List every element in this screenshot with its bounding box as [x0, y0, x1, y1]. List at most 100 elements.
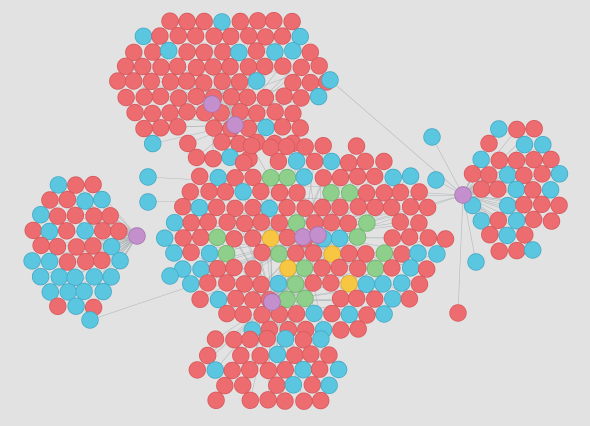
node[interactable]	[322, 213, 341, 232]
node[interactable]	[206, 361, 225, 379]
node[interactable]	[252, 182, 270, 201]
node[interactable]	[256, 57, 274, 76]
node[interactable]	[296, 138, 314, 156]
node[interactable]	[304, 244, 323, 262]
node[interactable]	[126, 103, 144, 122]
node[interactable]	[235, 275, 254, 293]
node[interactable]	[463, 165, 482, 183]
node[interactable]	[181, 275, 200, 293]
node[interactable]	[59, 283, 77, 301]
node[interactable]	[191, 290, 209, 309]
node[interactable]	[291, 119, 309, 137]
node[interactable]	[276, 392, 294, 410]
node[interactable]	[248, 104, 266, 122]
node[interactable]	[358, 214, 376, 232]
node[interactable]	[268, 376, 286, 394]
node[interactable]	[32, 236, 50, 255]
node[interactable]	[301, 43, 320, 62]
node[interactable]	[232, 346, 250, 365]
node[interactable]	[449, 304, 467, 322]
node[interactable]	[472, 212, 491, 230]
node[interactable]	[533, 165, 551, 183]
node[interactable]	[393, 274, 411, 292]
node[interactable]	[313, 259, 331, 277]
node[interactable]	[187, 87, 206, 106]
node[interactable]	[239, 58, 258, 76]
node[interactable]	[195, 12, 213, 31]
node[interactable]	[23, 252, 41, 270]
node[interactable]	[207, 198, 226, 217]
node[interactable]	[498, 226, 516, 245]
node[interactable]	[515, 135, 534, 154]
node[interactable]	[423, 128, 441, 146]
node[interactable]	[168, 57, 187, 76]
node[interactable]	[507, 180, 526, 199]
node[interactable]	[270, 183, 289, 202]
node[interactable]	[247, 42, 266, 60]
node[interactable]	[340, 275, 358, 293]
node[interactable]	[467, 253, 485, 271]
node[interactable]	[247, 72, 266, 90]
node[interactable]	[349, 198, 368, 216]
node[interactable]	[279, 259, 297, 278]
node[interactable]	[358, 306, 376, 324]
node[interactable]	[186, 27, 205, 45]
node[interactable]	[49, 297, 67, 316]
node[interactable]	[169, 89, 188, 107]
node[interactable]	[515, 166, 533, 185]
node[interactable]	[41, 283, 60, 301]
node[interactable]	[295, 392, 313, 410]
node[interactable]	[278, 198, 296, 217]
node[interactable]	[195, 74, 213, 92]
node[interactable]	[294, 361, 312, 379]
node[interactable]	[436, 230, 455, 248]
node[interactable]	[276, 330, 295, 348]
node[interactable]	[76, 192, 94, 210]
node[interactable]	[303, 376, 322, 394]
node[interactable]	[142, 72, 161, 91]
node[interactable]	[427, 171, 445, 189]
node[interactable]	[286, 346, 304, 365]
hub-node[interactable]	[263, 293, 281, 311]
node[interactable]	[275, 87, 293, 105]
node[interactable]	[401, 198, 420, 216]
node[interactable]	[49, 176, 68, 194]
node[interactable]	[178, 72, 196, 90]
node[interactable]	[480, 166, 498, 184]
node[interactable]	[287, 152, 306, 170]
node[interactable]	[375, 152, 393, 171]
node[interactable]	[244, 291, 262, 309]
node[interactable]	[534, 135, 552, 154]
node[interactable]	[374, 275, 392, 293]
node[interactable]	[366, 259, 385, 278]
node[interactable]	[124, 72, 143, 90]
node[interactable]	[191, 228, 210, 247]
node[interactable]	[366, 198, 384, 217]
node[interactable]	[174, 197, 192, 216]
hub-node[interactable]	[294, 228, 312, 246]
node[interactable]	[67, 176, 85, 194]
node[interactable]	[207, 391, 225, 410]
node[interactable]	[292, 89, 310, 107]
node[interactable]	[94, 282, 112, 301]
node[interactable]	[384, 168, 402, 187]
node[interactable]	[143, 104, 162, 123]
node[interactable]	[274, 57, 292, 75]
node[interactable]	[161, 12, 179, 30]
node[interactable]	[550, 196, 568, 215]
node[interactable]	[139, 193, 157, 211]
node[interactable]	[93, 190, 111, 209]
node[interactable]	[270, 214, 289, 232]
node[interactable]	[190, 167, 209, 186]
node[interactable]	[66, 206, 85, 225]
node[interactable]	[135, 119, 153, 138]
node[interactable]	[41, 191, 59, 209]
node[interactable]	[225, 230, 243, 248]
node[interactable]	[276, 361, 295, 379]
node[interactable]	[291, 27, 309, 46]
node[interactable]	[199, 274, 217, 292]
node[interactable]	[375, 244, 394, 262]
node[interactable]	[213, 133, 231, 151]
node[interactable]	[294, 331, 313, 349]
node[interactable]	[58, 253, 77, 271]
